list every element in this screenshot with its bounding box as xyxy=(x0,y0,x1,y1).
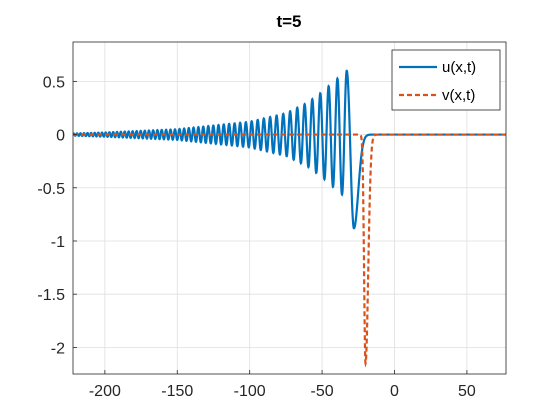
x-tick-label: -50 xyxy=(311,383,334,400)
legend-label-v: v(x,t) xyxy=(442,87,475,104)
legend-label-u: u(x,t) xyxy=(442,59,476,76)
x-tick-label: -200 xyxy=(89,383,121,400)
x-tick-label: -100 xyxy=(234,383,266,400)
plot-frame xyxy=(72,41,507,375)
x-tick-label: 0 xyxy=(390,383,399,400)
x-axis: -200 -150 -100 -50 0 50 xyxy=(89,370,476,400)
y-axis: 0.5 0 -0.5 -1 -1.5 -2 xyxy=(37,74,77,357)
y-tick-label: -2 xyxy=(51,340,65,357)
y-tick-label: 0.5 xyxy=(43,74,65,91)
x-tick-label: -150 xyxy=(161,383,193,400)
chart-title: t=5 xyxy=(276,12,301,31)
y-tick-label: 0 xyxy=(56,128,65,145)
legend-box xyxy=(391,49,501,111)
x-tick-label: 50 xyxy=(458,383,476,400)
legend: u(x,t) v(x,t) xyxy=(391,49,501,111)
y-tick-label: -1.5 xyxy=(37,287,65,304)
series-v-line xyxy=(73,133,506,368)
y-tick-label: -1 xyxy=(51,234,65,251)
y-tick-label: -0.5 xyxy=(37,181,65,198)
